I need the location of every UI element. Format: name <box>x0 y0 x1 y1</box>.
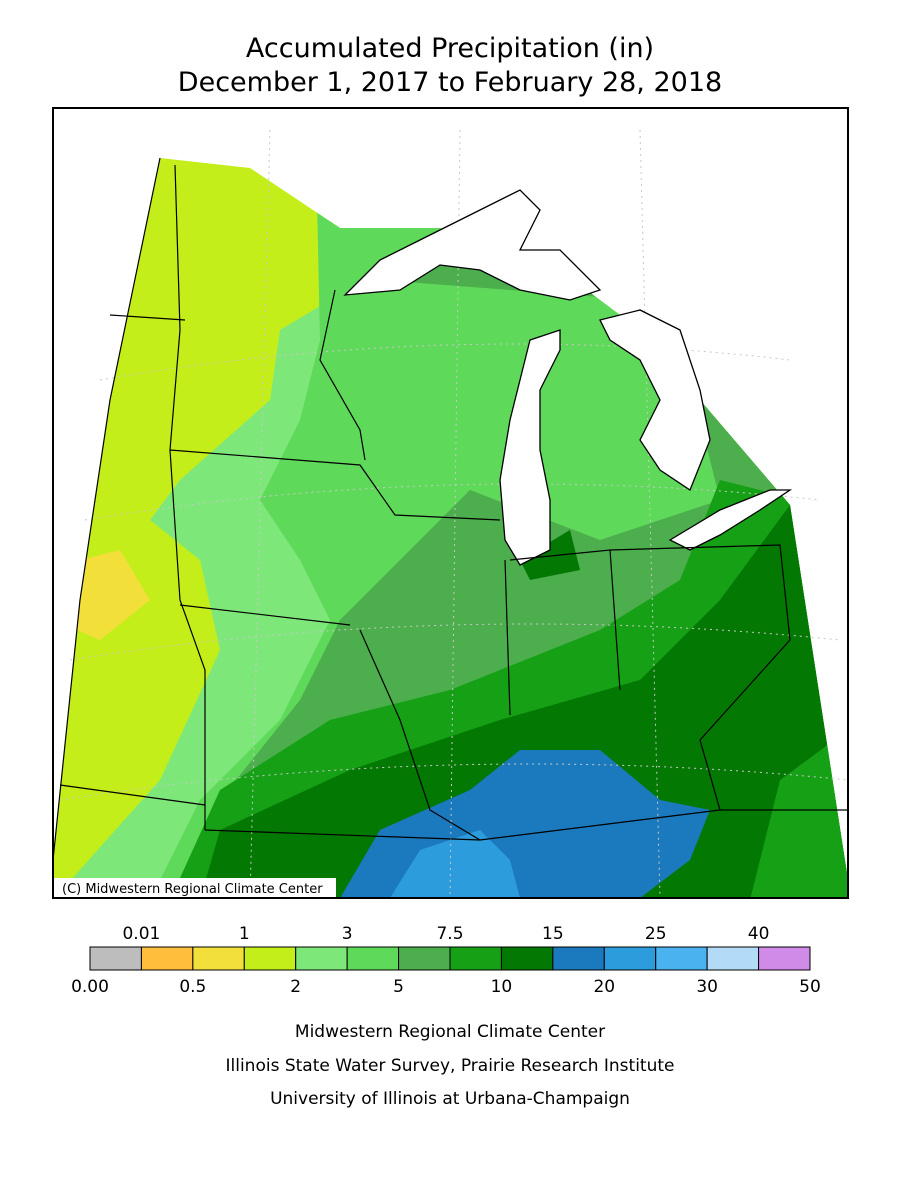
legend-swatch <box>758 946 811 971</box>
borders <box>52 157 848 861</box>
legend: 0.01 1 3 7.5 15 25 400.00 0.5 2 5 10 20 30 50 <box>71 924 821 997</box>
legend-swatch <box>655 946 708 971</box>
legend-bottom-label: 0.5 <box>179 977 206 997</box>
legend-top-label: 15 <box>542 924 564 944</box>
subtitle: December 1, 2017 to February 28, 2018 <box>178 67 722 98</box>
legend-bottom-label: 10 <box>491 977 513 997</box>
legend-top-label: 7.5 <box>436 924 463 944</box>
legend-swatch <box>706 946 760 971</box>
legend-swatch <box>89 946 142 971</box>
legend-swatch <box>500 946 554 971</box>
legend-swatch <box>398 946 451 971</box>
credit-box <box>54 878 336 897</box>
legend-top-label: 40 <box>748 924 770 944</box>
legend-swatch <box>295 946 348 971</box>
legend-bottom-label: 2 <box>290 977 301 997</box>
map-frame <box>52 107 849 899</box>
legend-top-label: 3 <box>342 924 353 944</box>
legend-swatch <box>552 946 605 971</box>
legend-bottom-label: 5 <box>393 977 404 997</box>
footer-line: University of Illinois at Urbana-Champai… <box>270 1089 630 1109</box>
legend-swatch <box>603 946 657 971</box>
lakes <box>343 189 793 566</box>
legend-top-label: 1 <box>239 924 250 944</box>
legend-bottom-label: 50 <box>799 977 821 997</box>
legend-swatch <box>243 946 297 971</box>
legend-top-label: 0.01 <box>122 924 160 944</box>
legend-swatch <box>140 946 194 971</box>
legend-bottom-label: 0.00 <box>71 977 109 997</box>
legend-swatch <box>192 946 245 971</box>
legend-bottom-label: 30 <box>696 977 718 997</box>
footer-line: Midwestern Regional Climate Center <box>295 1022 605 1042</box>
legend-top-label: 25 <box>645 924 667 944</box>
title: Accumulated Precipitation (in) <box>246 33 654 64</box>
grid <box>59 129 849 899</box>
footer-line: Illinois State Water Survey, Prairie Res… <box>226 1056 675 1076</box>
credit: (C) Midwestern Regional Climate Center <box>62 882 323 897</box>
legend-swatch <box>346 946 400 971</box>
map: (C) Midwestern Regional Climate Center <box>52 107 849 899</box>
legend-bottom-label: 20 <box>593 977 615 997</box>
legend-swatch <box>449 946 502 971</box>
